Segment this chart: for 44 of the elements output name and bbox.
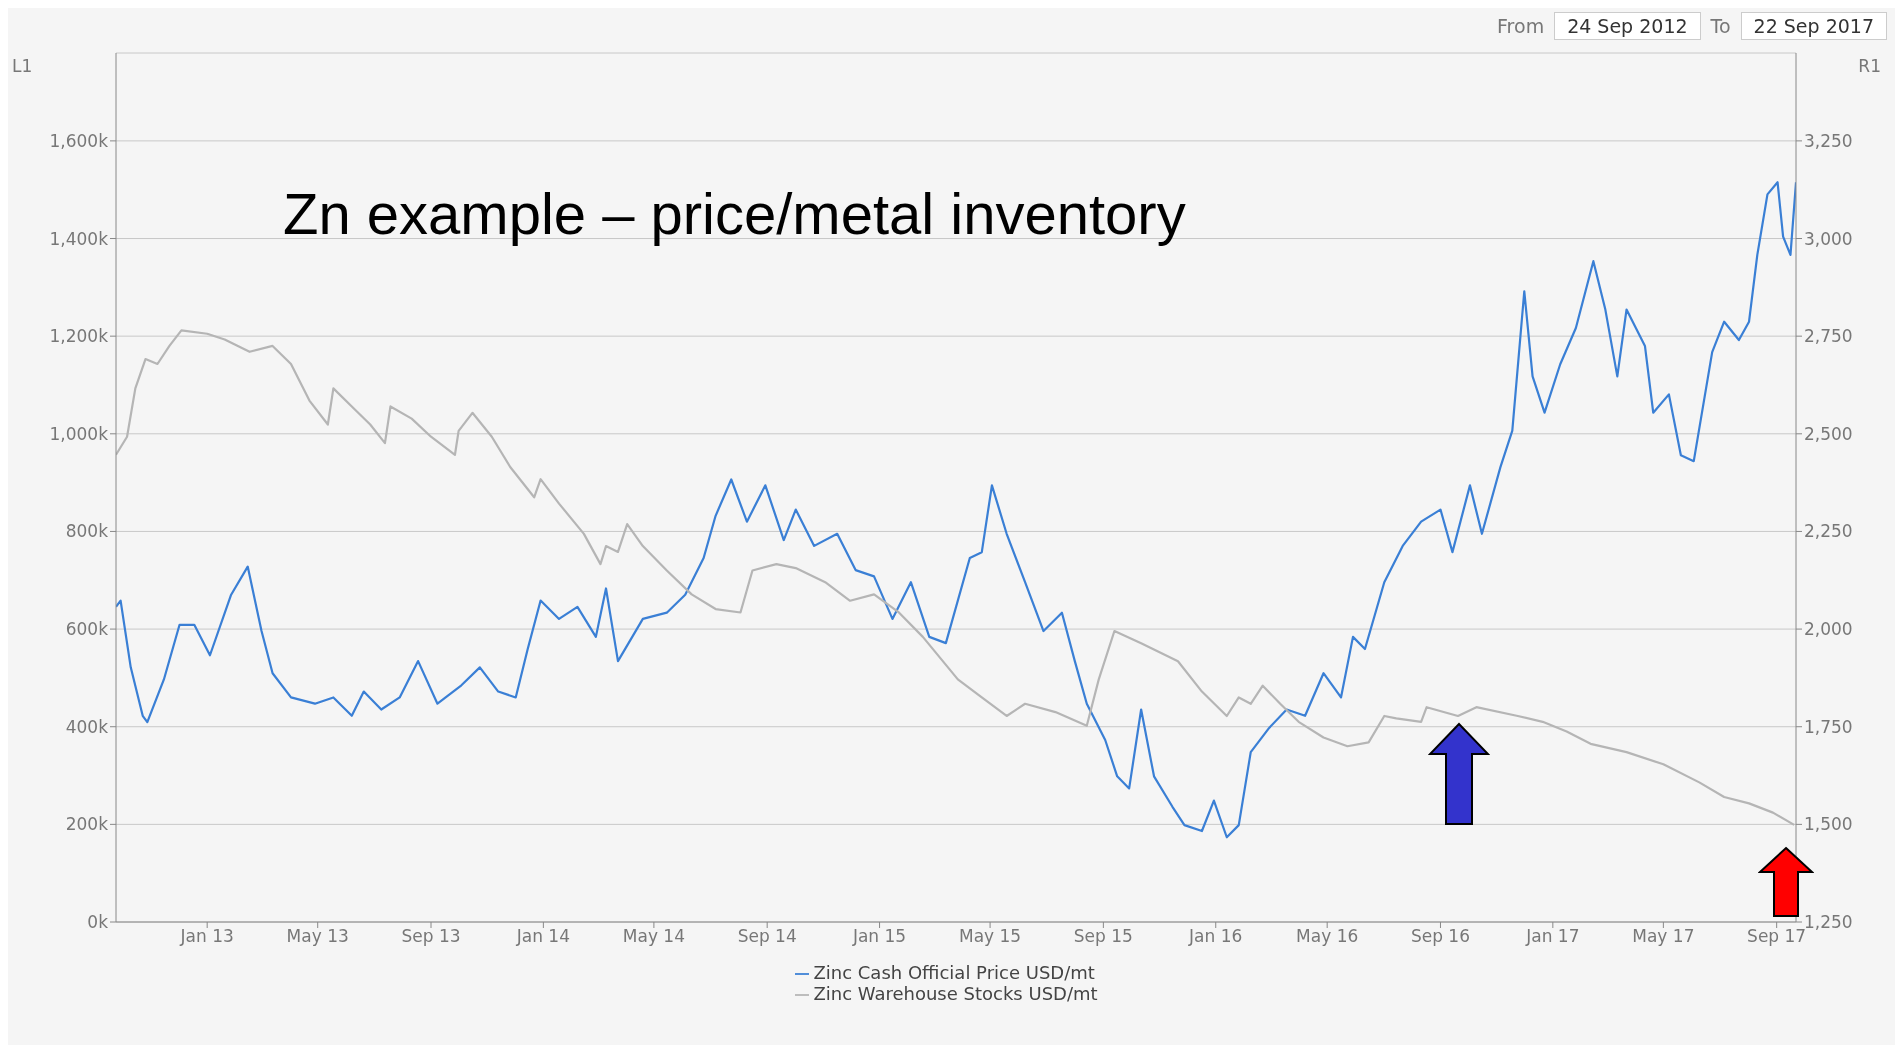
x-tick-label: May 13 (286, 926, 349, 947)
y2-tick-label: 2,500 (1804, 423, 1853, 444)
y2-tick-label: 3,250 (1804, 130, 1853, 151)
legend-label: Zinc Warehouse Stocks USD/mt (813, 983, 1098, 1004)
line-series (116, 329, 1796, 826)
x-tick-label: Jan 13 (179, 926, 234, 947)
y-tick-label: 1,400k (49, 228, 109, 249)
y2-tick-label: 2,750 (1804, 326, 1853, 347)
text: Zn example – price/metal inventory (283, 180, 1186, 247)
x-tick-label: May 16 (1296, 926, 1359, 947)
x-tick-label: Jan 16 (1188, 926, 1243, 947)
y2-tick-label: 1,500 (1804, 814, 1853, 835)
text: 24 Sep 2012 (1554, 12, 1701, 40)
x-tick-label: Sep 17 (1747, 926, 1807, 947)
text: 22 Sep 2017 (1740, 12, 1887, 40)
x-tick-label: Jan 14 (515, 926, 570, 947)
x-tick-label: Sep 13 (401, 926, 461, 947)
text: From (1497, 15, 1545, 37)
y-tick-label: 800k (65, 521, 109, 542)
y2-tick-label: 1,250 (1804, 912, 1853, 933)
y-axis-title: L1 (12, 56, 33, 76)
legend-label: Zinc Cash Official Price USD/mt (813, 962, 1095, 983)
x-tick-label: Jan 15 (851, 926, 907, 947)
y-tick-label: 1,000k (49, 423, 109, 444)
x-tick-label: Sep 15 (1073, 926, 1133, 947)
y2-tick-label: 3,000 (1804, 228, 1853, 249)
y2-tick-label: 2,000 (1804, 619, 1853, 640)
y2-tick-label: 1,750 (1804, 716, 1853, 737)
x-tick-label: May 15 (958, 926, 1022, 947)
line-series (116, 181, 1796, 839)
y-tick-label: 1,200k (49, 326, 109, 347)
y-tick-label: 400k (65, 716, 109, 737)
x-tick-label: Sep 14 (737, 926, 797, 947)
y2-tick-label: 2,250 (1804, 521, 1853, 542)
y2-axis-title: R1 (1858, 56, 1881, 76)
y-tick-label: 1,600k (49, 130, 109, 151)
x-tick-label: Sep 16 (1410, 926, 1471, 947)
text: To (1710, 15, 1731, 37)
y-tick-label: 600k (65, 619, 109, 640)
x-tick-label: May 14 (622, 926, 685, 947)
y-tick-label: 200k (65, 814, 109, 835)
x-tick-label: Jan 17 (1525, 926, 1580, 947)
y-tick-label: 0k (87, 912, 109, 933)
x-tick-label: May 17 (1632, 926, 1695, 947)
